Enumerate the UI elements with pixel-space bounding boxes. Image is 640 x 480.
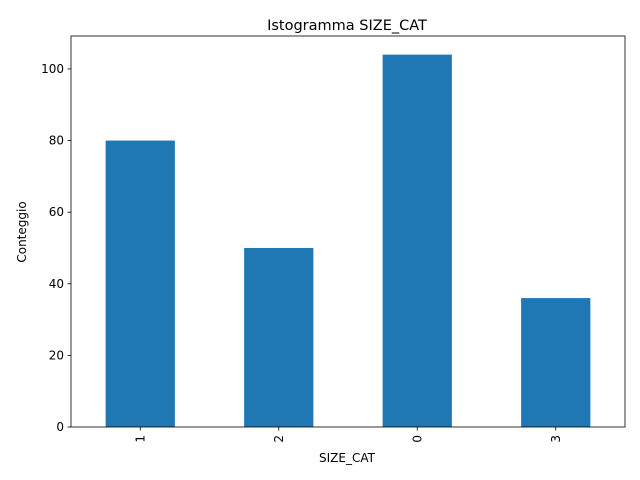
y-tick-label: 80 [49, 134, 64, 148]
x-tick-label: 2 [272, 435, 286, 443]
bar-3 [521, 298, 591, 427]
x-axis-label: SIZE_CAT [319, 451, 376, 465]
bar-1 [105, 140, 175, 428]
y-tick-label: 20 [49, 348, 64, 362]
bar-0 [382, 54, 452, 427]
y-tick-label: 40 [49, 277, 64, 291]
y-axis-label: Conteggio [15, 201, 29, 262]
y-tick-label: 0 [56, 420, 64, 434]
plot-frame [70, 35, 626, 428]
bar-2 [244, 247, 314, 427]
x-tick-label: 1 [133, 435, 147, 443]
y-axis-ticks: 0 20 40 60 80 100 [41, 62, 71, 434]
y-tick-label: 60 [49, 205, 64, 219]
y-tick-label: 100 [41, 62, 64, 76]
x-tick-label: 0 [410, 435, 424, 443]
x-tick-label: 3 [549, 435, 563, 443]
x-axis-ticks: 1 2 0 3 [133, 427, 563, 443]
chart-title: Istogramma SIZE_CAT [267, 18, 427, 34]
bars-group [105, 54, 591, 428]
